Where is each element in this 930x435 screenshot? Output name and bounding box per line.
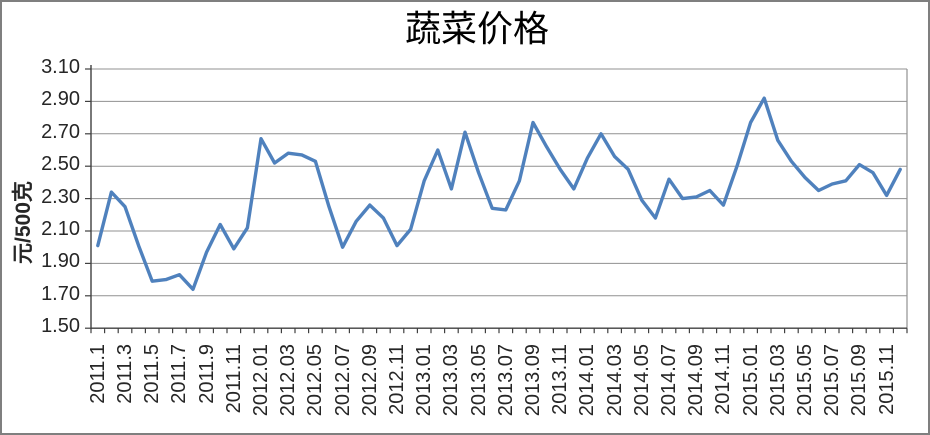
x-tick-label: 2014.09 <box>685 344 708 417</box>
y-tick-label: 1.50 <box>41 315 80 338</box>
x-tick-label: 2013.03 <box>440 344 463 417</box>
x-tick-label: 2011.1 <box>86 344 109 404</box>
x-tick-label: 2012.07 <box>331 344 354 417</box>
x-tick-label: 2011.7 <box>168 344 191 404</box>
x-tick-label: 2015.03 <box>766 344 789 417</box>
y-tick-label: 2.70 <box>41 120 80 143</box>
x-tick-label: 2014.07 <box>658 344 680 417</box>
y-tick-label: 2.50 <box>41 153 80 176</box>
x-tick-label: 2011.5 <box>141 344 164 404</box>
x-tick-label: 2015.07 <box>821 344 844 417</box>
y-tick-label: 2.90 <box>41 88 80 111</box>
x-tick-label: 2015.05 <box>794 344 816 417</box>
y-tick-label: 3.10 <box>41 56 80 78</box>
x-tick-label: 2011.11 <box>222 344 245 414</box>
x-tick-label: 2012.03 <box>277 344 300 417</box>
x-tick-label: 2015.11 <box>875 344 898 415</box>
x-tick-label: 2013.07 <box>494 344 517 417</box>
y-tick-label: 2.10 <box>41 218 80 240</box>
x-tick-label: 2013.09 <box>522 344 544 417</box>
x-tick-label: 2014.11 <box>712 344 735 415</box>
y-tick-label: 1.70 <box>41 282 80 305</box>
x-tick-label: 2015.09 <box>848 344 871 417</box>
x-tick-label: 2012.01 <box>250 344 272 417</box>
price-line-series <box>96 96 902 291</box>
x-tick-label: 2015.01 <box>739 344 762 417</box>
x-tick-label: 2011.3 <box>114 344 136 404</box>
x-tick-label: 2012.05 <box>304 344 327 417</box>
x-tick-label: 2011.9 <box>195 344 218 404</box>
x-tick-label: 2013.01 <box>413 344 436 417</box>
x-tick-label: 2012.09 <box>358 344 381 417</box>
x-tick-label: 2012.11 <box>386 344 408 415</box>
y-tick-label: 1.90 <box>41 250 80 273</box>
y-tick-label: 2.30 <box>41 185 80 208</box>
chart-title: 蔬菜价格 <box>404 9 549 49</box>
x-tick-label: 2014.01 <box>576 344 599 417</box>
x-tick-label: 2014.05 <box>630 344 653 417</box>
x-tick-label: 2013.05 <box>467 344 490 417</box>
x-tick-label: 2014.03 <box>603 344 626 417</box>
x-tick-label: 2013.11 <box>549 344 572 415</box>
